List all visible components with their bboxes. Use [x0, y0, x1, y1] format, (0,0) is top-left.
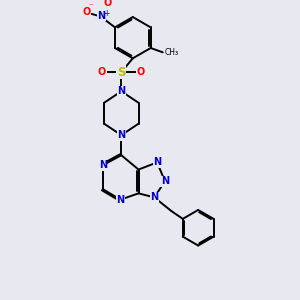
Text: +: +: [103, 8, 110, 17]
Text: O: O: [103, 0, 112, 8]
Text: N: N: [161, 176, 169, 186]
Text: O: O: [98, 67, 106, 77]
Text: O: O: [82, 7, 90, 16]
Text: N: N: [153, 158, 161, 167]
Text: ⁻: ⁻: [89, 2, 94, 11]
Text: N: N: [99, 160, 107, 170]
Text: S: S: [117, 66, 126, 79]
Text: CH₃: CH₃: [165, 48, 179, 57]
Text: N: N: [117, 130, 125, 140]
Text: N: N: [117, 86, 125, 96]
Text: N: N: [98, 11, 106, 21]
Text: O: O: [136, 67, 145, 77]
Text: N: N: [150, 192, 158, 203]
Text: N: N: [116, 195, 124, 205]
